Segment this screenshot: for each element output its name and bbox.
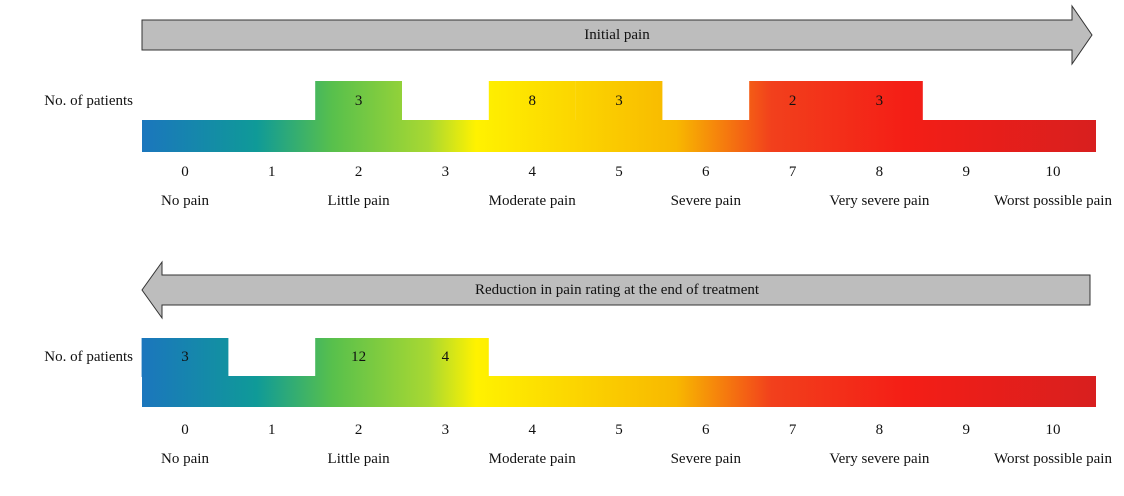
arrow-label: Initial pain <box>584 27 650 43</box>
category-label: Very severe pain <box>829 193 930 209</box>
category-label: Worst possible pain <box>994 451 1112 467</box>
category-label: No pain <box>161 193 209 209</box>
pain-scale-bar <box>142 120 1096 152</box>
category-label: Moderate pain <box>488 193 576 209</box>
tick-label: 10 <box>1045 422 1061 438</box>
pain-scale-bar <box>142 376 1096 407</box>
category-label: Worst possible pain <box>994 193 1112 209</box>
count-box <box>315 338 402 377</box>
count-label: 2 <box>788 92 797 109</box>
tick-label: 2 <box>354 164 363 180</box>
count-label: 3 <box>615 92 623 109</box>
arrow <box>141 260 1091 320</box>
count-box <box>141 338 229 377</box>
count-label: 3 <box>181 349 189 365</box>
category-label: Little pain <box>327 451 390 467</box>
tick-label: 0 <box>181 164 189 180</box>
tick-label: 4 <box>528 422 536 438</box>
tick-label: 0 <box>181 422 189 438</box>
count-box <box>575 81 663 121</box>
tick-label: 1 <box>268 422 276 438</box>
arrow <box>141 4 1093 66</box>
count-label: 12 <box>351 349 367 365</box>
category-label: Little pain <box>327 193 390 209</box>
count-label: 3 <box>354 92 363 109</box>
category-label: No pain <box>161 451 209 467</box>
tick-label: 4 <box>528 164 536 180</box>
tick-label: 6 <box>702 422 710 438</box>
category-label: Moderate pain <box>488 451 576 467</box>
tick-label: 10 <box>1045 164 1061 180</box>
category-label: Very severe pain <box>829 451 930 467</box>
tick-label: 8 <box>875 164 884 180</box>
count-box <box>315 81 402 121</box>
category-label: Severe pain <box>670 451 741 467</box>
tick-label: 7 <box>788 164 797 180</box>
tick-label: 5 <box>615 164 623 180</box>
tick-label: 1 <box>268 164 276 180</box>
tick-label: 9 <box>962 164 970 180</box>
count-box <box>488 81 576 121</box>
y-label: No. of patients <box>44 349 133 365</box>
arrow-label: Reduction in pain rating at the end of t… <box>474 282 760 298</box>
count-box <box>836 81 923 121</box>
count-label: 8 <box>528 92 536 109</box>
category-label: Severe pain <box>670 193 741 209</box>
tick-label: 9 <box>962 422 970 438</box>
tick-label: 2 <box>354 422 363 438</box>
count-box <box>402 338 489 377</box>
count-label: 3 <box>875 92 884 109</box>
count-label: 4 <box>441 349 450 365</box>
tick-label: 8 <box>875 422 884 438</box>
tick-label: 5 <box>615 422 623 438</box>
tick-label: 6 <box>702 164 710 180</box>
tick-label: 3 <box>441 164 450 180</box>
tick-label: 3 <box>441 422 450 438</box>
count-box <box>749 81 836 121</box>
y-label: No. of patients <box>44 92 133 109</box>
tick-label: 7 <box>788 422 797 438</box>
